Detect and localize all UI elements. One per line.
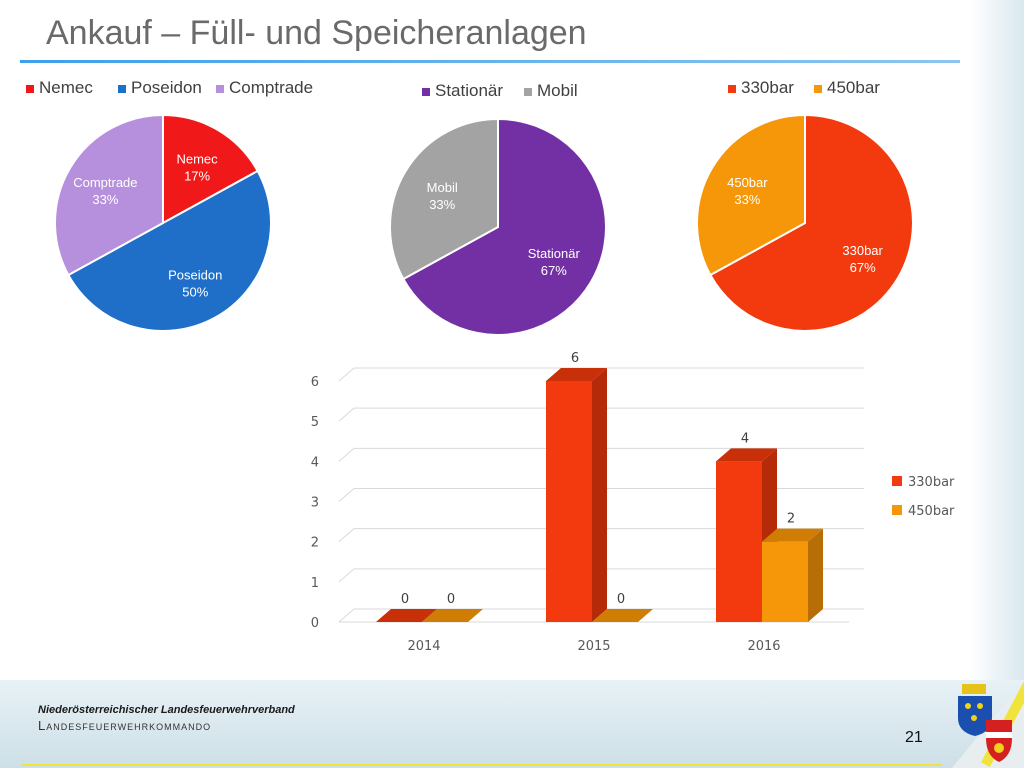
legend-label-poseidon: Poseidon	[131, 78, 202, 97]
footer: Niederösterreichischer Landesfeuerwehrve…	[0, 680, 1024, 768]
x-tick-label-2015: 2015	[577, 639, 610, 654]
bar-top-450bar-2015	[592, 609, 653, 622]
pie-label-stationar: Stationär	[528, 246, 581, 261]
pie-slice-330bar	[708, 113, 914, 332]
pie-pct-stationar: 67%	[541, 263, 567, 278]
gridline-depth-3	[338, 488, 355, 502]
pie-pct-nemec: 17%	[184, 168, 210, 183]
legend-label-stationar: Stationär	[435, 81, 503, 100]
x-tick-label-2016: 2016	[747, 639, 780, 654]
y-tick-label-4: 4	[311, 455, 319, 470]
pie-slice-mobil	[389, 117, 499, 281]
pie-slice-poseidon	[66, 169, 272, 332]
bar-330bar-2016	[716, 461, 762, 622]
legend-swatch-mobil	[524, 88, 532, 96]
pie-label-nemec: Nemec	[176, 151, 218, 166]
bar-side-330bar-2015	[592, 368, 607, 622]
legend-label-bar-330bar: 330bar	[908, 475, 955, 490]
gridline-depth-1	[338, 568, 355, 583]
bar-top-330bar-2015	[546, 368, 607, 381]
legend-swatch-comptrade	[216, 85, 224, 93]
gridline-depth-5	[338, 407, 355, 422]
footer-dept-name: Landesfeuerwehrkommando	[38, 718, 212, 733]
legend-swatch-450bar	[814, 85, 822, 93]
pie-label-450bar: 450bar	[727, 175, 768, 190]
data-label-450bar-2014: 0	[447, 592, 455, 607]
y-tick-label-2: 2	[311, 536, 319, 551]
pie-chart-type: Stationär 67% Stationär Mobil 33% Mobil	[389, 81, 607, 336]
legend-label-mobil: Mobil	[537, 81, 578, 100]
legend-swatch-stationar	[422, 88, 430, 96]
pie-label-comptrade: Comptrade	[73, 175, 137, 190]
data-label-330bar-2015: 6	[571, 351, 579, 366]
gridline-depth-2	[338, 528, 355, 543]
bar-top-330bar-2016	[716, 448, 777, 462]
data-label-450bar-2015: 0	[617, 592, 625, 607]
bar-chart-purchases-by-year: 0 1 2 3 4 5 6 2014 0 0 2015 6 0 2016 4 2 330bar 450bar	[311, 351, 955, 654]
legend-swatch-nemec	[26, 85, 34, 93]
pie-label-330bar: 330bar	[842, 243, 883, 258]
title-rule	[20, 60, 960, 63]
footer-org-name: Niederösterreichischer Landesfeuerwehrve…	[38, 704, 295, 716]
pie-pct-poseidon: 50%	[182, 285, 208, 300]
pie-chart-manufacturer: Nemec 17% Nemec Poseidon 50% Poseidon Comptrad…	[26, 78, 313, 332]
page-number: 21	[905, 729, 923, 746]
pie-pct-comptrade: 33%	[92, 192, 118, 207]
pie-slice-nemec	[162, 113, 259, 225]
legend-label-450bar: 450bar	[827, 78, 880, 97]
slide-title: Ankauf – Füll- und Speicheranlagen	[46, 14, 587, 52]
y-tick-label-3: 3	[311, 496, 319, 511]
pie-pct-mobil: 33%	[429, 197, 455, 212]
pie-slice-comptrade	[54, 113, 164, 277]
y-tick-label-6: 6	[311, 375, 319, 390]
data-label-330bar-2016: 4	[741, 431, 749, 446]
bar-side-450bar-2016	[808, 528, 823, 622]
legend-label-nemec: Nemec	[39, 78, 93, 97]
pie-pct-330bar: 67%	[850, 260, 876, 275]
legend-swatch-bar-330bar	[892, 476, 902, 486]
pie-chart-pressure: 330bar 67% 330bar 450bar 33% 450bar	[696, 78, 914, 332]
data-label-330bar-2014: 0	[401, 592, 409, 607]
gridline-depth-4	[338, 447, 355, 462]
bar-top-450bar-2016	[762, 528, 823, 542]
pie-slice-stationar	[401, 117, 607, 336]
x-tick-label-2014: 2014	[407, 639, 440, 654]
legend-label-330bar: 330bar	[741, 78, 794, 97]
y-tick-label-5: 5	[311, 415, 319, 430]
data-label-450bar-2016: 2	[787, 512, 795, 527]
pie-label-mobil: Mobil	[427, 180, 458, 195]
bar-330bar-2015	[546, 381, 592, 622]
bar-top-330bar-2014	[376, 609, 437, 622]
pie-pct-450bar: 33%	[734, 192, 760, 207]
gridline-depth-0	[338, 608, 355, 623]
legend-label-comptrade: Comptrade	[229, 78, 313, 97]
footer-accent-line	[22, 764, 942, 766]
bar-top-450bar-2014	[422, 609, 483, 622]
legend-swatch-poseidon	[118, 85, 126, 93]
legend-swatch-330bar	[728, 85, 736, 93]
bar-450bar-2016	[762, 541, 808, 622]
pie-slice-450bar	[696, 113, 806, 277]
right-decor-strip	[970, 0, 1024, 680]
legend-label-bar-450bar: 450bar	[908, 504, 955, 519]
coat-of-arms-logo	[952, 680, 1024, 768]
legend-swatch-bar-450bar	[892, 505, 902, 515]
y-tick-label-1: 1	[311, 576, 319, 591]
y-tick-label-0: 0	[311, 616, 319, 631]
charts-area: Nemec 17% Nemec Poseidon 50% Poseidon Comptrad…	[26, 78, 955, 654]
gridline-depth-6	[338, 367, 355, 382]
pie-label-poseidon: Poseidon	[168, 268, 222, 283]
